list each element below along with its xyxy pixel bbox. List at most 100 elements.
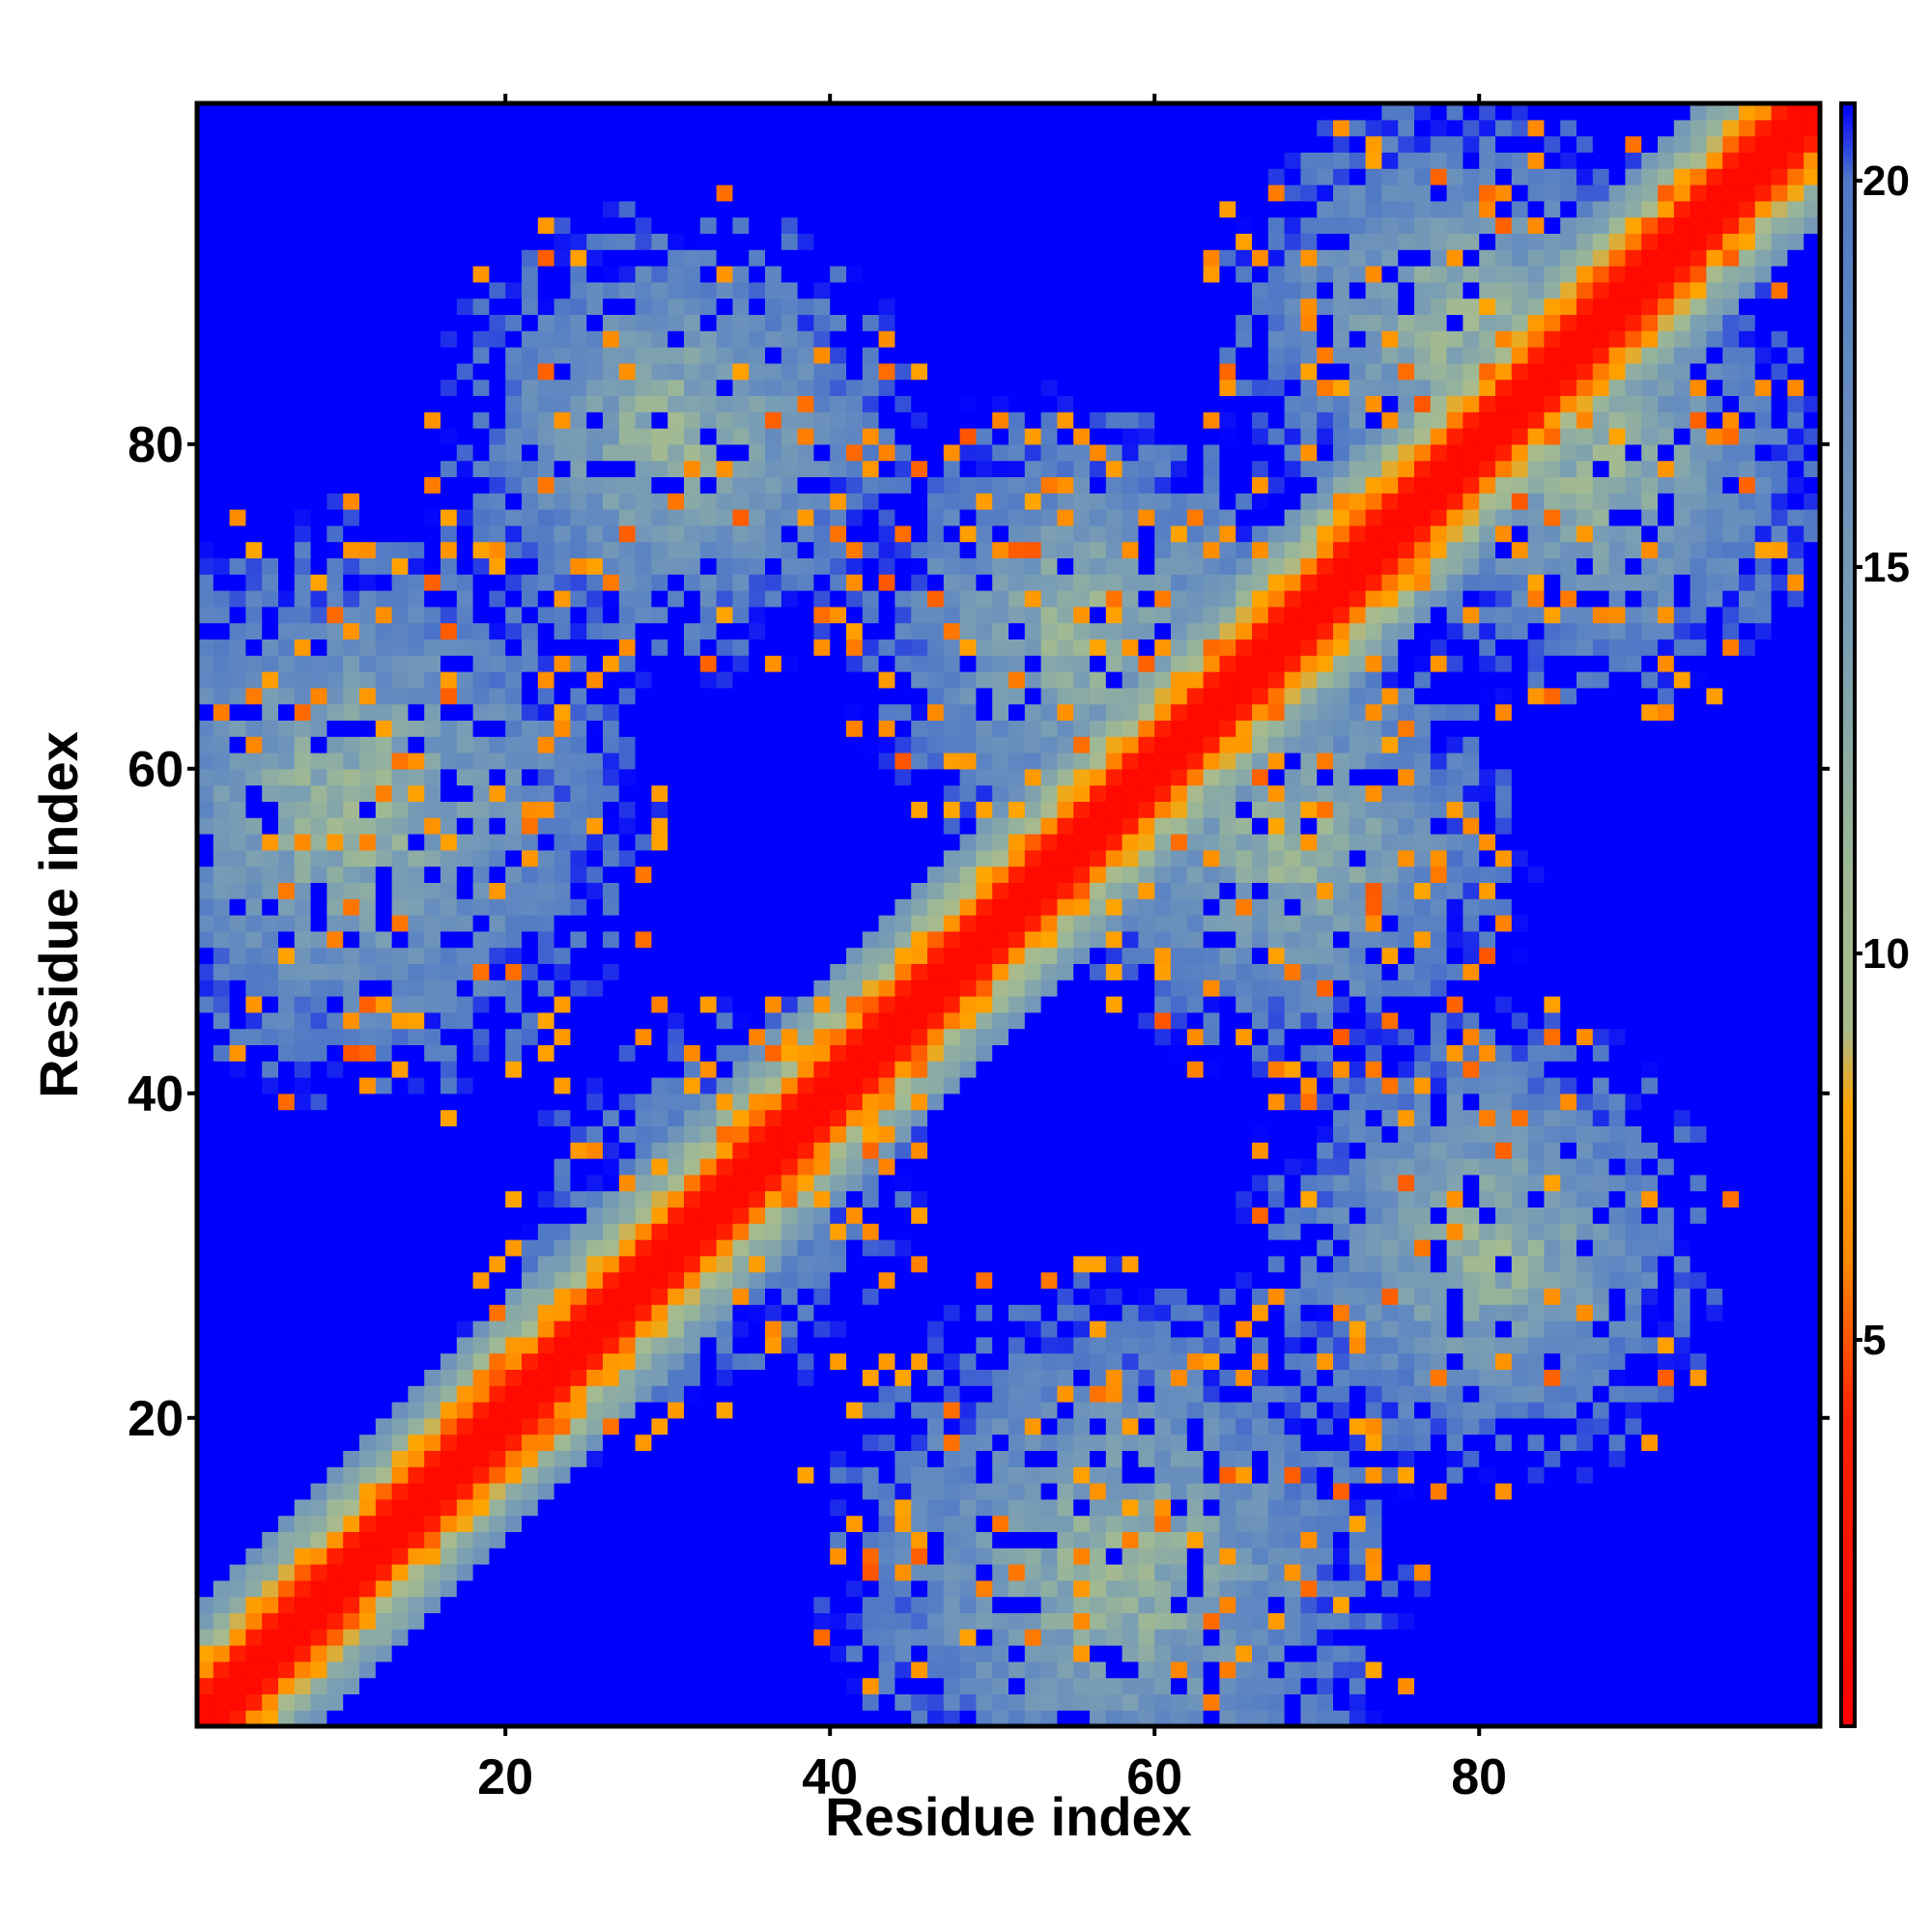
- heatmap-cell: [343, 1596, 360, 1613]
- heatmap-cell: [1154, 1044, 1172, 1062]
- heatmap-cell: [765, 1466, 782, 1484]
- heatmap-cell: [895, 1579, 912, 1598]
- heatmap-cell: [1673, 1612, 1691, 1630]
- heatmap-cell: [765, 1304, 782, 1321]
- heatmap-cell: [797, 1564, 814, 1581]
- heatmap-cell: [1154, 1483, 1172, 1500]
- heatmap-cell: [1673, 1223, 1691, 1240]
- heatmap-cell: [830, 1190, 847, 1208]
- heatmap-cell: [1186, 1321, 1205, 1338]
- heatmap-cell: [359, 980, 377, 997]
- heatmap-cell: [1690, 1077, 1707, 1094]
- heatmap-cell: [1381, 1579, 1399, 1598]
- heatmap-cell: [862, 1174, 880, 1192]
- heatmap-cell: [668, 1402, 685, 1419]
- heatmap-cell: [505, 1239, 523, 1257]
- heatmap-cell: [1608, 1207, 1626, 1224]
- heatmap-cell: [1219, 1548, 1236, 1565]
- heatmap-cell: [1349, 1385, 1367, 1403]
- heatmap-cell: [765, 1498, 782, 1517]
- heatmap-cell: [489, 1223, 506, 1240]
- heatmap-cell: [830, 1028, 847, 1045]
- heatmap-cell: [765, 947, 782, 964]
- heatmap-cell: [505, 947, 523, 964]
- heatmap-cell: [1479, 1109, 1496, 1126]
- heatmap-cell: [522, 1255, 539, 1273]
- heatmap-cell: [1608, 1369, 1626, 1386]
- heatmap-cell: [1787, 1498, 1804, 1517]
- heatmap-cell: [1690, 1579, 1707, 1598]
- heatmap-cell: [1040, 1239, 1058, 1257]
- heatmap-cell: [959, 1336, 977, 1354]
- heatmap-cell: [1057, 1271, 1074, 1289]
- heatmap-cell: [197, 1271, 214, 1289]
- heatmap-cell: [456, 1417, 474, 1435]
- heatmap-cell: [1040, 1125, 1058, 1143]
- heatmap-cell: [813, 1564, 831, 1581]
- heatmap-cell: [1706, 1564, 1723, 1581]
- heatmap-cell: [911, 1109, 928, 1126]
- heatmap-cell: [1608, 963, 1626, 980]
- heatmap-cell: [1122, 1677, 1139, 1694]
- heatmap-cell: [1171, 1174, 1188, 1192]
- heatmap-cell: [1203, 1207, 1220, 1224]
- heatmap-cell: [310, 1174, 327, 1192]
- heatmap-cell: [456, 963, 474, 980]
- heatmap-cell: [1300, 1239, 1318, 1257]
- heatmap-cell: [699, 1271, 718, 1289]
- heatmap-cell: [1171, 1434, 1188, 1451]
- heatmap-cell: [976, 963, 993, 980]
- heatmap-cell: [813, 1645, 831, 1662]
- heatmap-cell: [1804, 963, 1821, 980]
- heatmap-cell: [830, 1710, 847, 1727]
- heatmap-cell: [327, 963, 344, 980]
- heatmap-cell: [1592, 1352, 1610, 1370]
- heatmap-cell: [911, 1434, 928, 1451]
- heatmap-cell: [294, 1677, 312, 1694]
- heatmap-cell: [1641, 1612, 1659, 1630]
- heatmap-cell: [1267, 1466, 1286, 1484]
- heatmap-cell: [1511, 1498, 1529, 1517]
- heatmap-cell: [911, 1125, 928, 1143]
- heatmap-cell: [765, 1612, 782, 1630]
- heatmap-cell: [278, 1321, 296, 1338]
- heatmap-cell: [976, 947, 993, 964]
- heatmap-cell: [846, 1693, 864, 1711]
- heatmap-cell: [489, 1483, 506, 1500]
- heatmap-cell: [618, 963, 637, 980]
- heatmap-cell: [1024, 1255, 1042, 1273]
- heatmap-cell: [1073, 1483, 1091, 1500]
- heatmap-cell: [668, 1693, 685, 1711]
- heatmap-cell: [1787, 1612, 1804, 1630]
- heatmap-cell: [1658, 1174, 1675, 1192]
- heatmap-cell: [1236, 996, 1253, 1013]
- heatmap-cell: [537, 1498, 555, 1517]
- heatmap-cell: [359, 1077, 377, 1094]
- heatmap-cell: [1577, 930, 1594, 949]
- heatmap-cell: [1024, 1011, 1042, 1030]
- heatmap-cell: [327, 1579, 344, 1598]
- heatmap-cell: [618, 1498, 637, 1517]
- heatmap-cell: [830, 963, 847, 980]
- heatmap-cell: [1722, 1693, 1740, 1711]
- heatmap-cell: [1804, 1255, 1821, 1273]
- heatmap-cell: [1236, 1093, 1253, 1111]
- heatmap-cell: [1349, 1710, 1367, 1727]
- heatmap-cell: [359, 1498, 377, 1517]
- heatmap-cell: [1479, 1255, 1496, 1273]
- heatmap-cell: [1739, 1142, 1756, 1159]
- heatmap-cell: [1236, 1011, 1253, 1030]
- heatmap-cell: [1365, 1483, 1382, 1500]
- heatmap-cell: [1479, 1596, 1496, 1613]
- heatmap-cell: [1138, 1483, 1155, 1500]
- heatmap-cell: [1090, 1190, 1107, 1208]
- heatmap-cell: [278, 1158, 296, 1176]
- heatmap-cell: [618, 1661, 637, 1679]
- heatmap-cell: [1300, 1207, 1318, 1224]
- heatmap-cell: [1317, 1109, 1334, 1126]
- heatmap-cell: [1511, 1352, 1529, 1370]
- heatmap-cell: [245, 1498, 263, 1517]
- heatmap-cell: [1414, 1385, 1432, 1403]
- heatmap-cell: [1463, 1434, 1480, 1451]
- heatmap-cell: [1754, 1483, 1773, 1500]
